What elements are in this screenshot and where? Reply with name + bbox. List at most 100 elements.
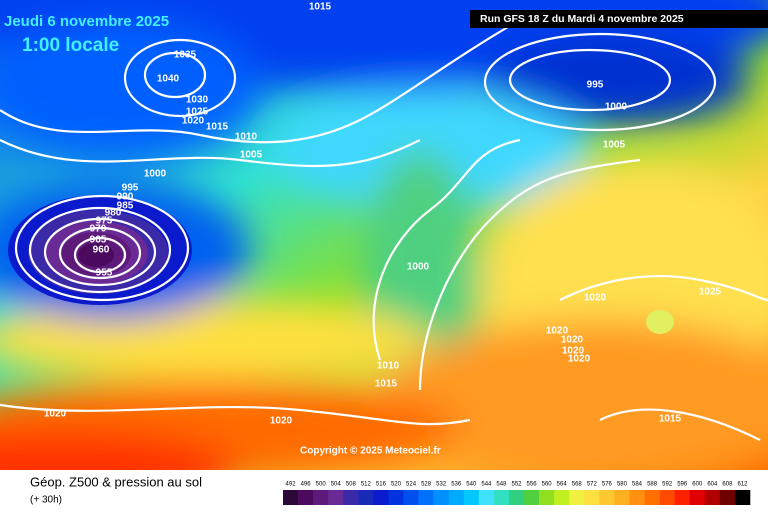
- isobar-label: 1020: [270, 416, 293, 427]
- colorbar-label: 504: [331, 482, 342, 488]
- colorbar-bin: [283, 490, 299, 505]
- colorbar-bin: [674, 490, 691, 505]
- colorbar-bin: [599, 490, 615, 505]
- colorbar-bin: [704, 490, 721, 505]
- isobar-label: 1010: [235, 132, 258, 143]
- colorbar-bin: [358, 490, 374, 505]
- colorbar-bin: [524, 490, 540, 505]
- run-info: Run GFS 18 Z du Mardi 4 novembre 2025: [480, 13, 684, 25]
- colorbar-label: 500: [316, 482, 327, 488]
- isobar-label: 1015: [659, 414, 682, 425]
- colorbar-label: 532: [436, 482, 447, 488]
- isobar-label: 990: [117, 192, 134, 203]
- isobar-label: 1020: [561, 335, 584, 346]
- colorbar-bin: [554, 490, 570, 505]
- colorbar-label: 564: [557, 482, 568, 488]
- colorbar-bin: [614, 490, 630, 505]
- forecast-date: Jeudi 6 novembre 2025: [4, 13, 169, 30]
- colorbar-bin: [478, 490, 495, 505]
- forecast-time: 1:00 locale: [22, 35, 119, 56]
- colorbar-bin: [373, 490, 389, 505]
- colorbar-bin: [313, 490, 329, 505]
- colorbar-label: 552: [511, 482, 522, 488]
- colorbar-bin: [584, 490, 600, 505]
- colorbar-label: 608: [722, 482, 733, 488]
- isobars: [0, 19, 768, 441]
- isobar-label: 1010: [377, 361, 400, 372]
- isobar-label: 1015: [206, 122, 229, 133]
- colorbar-bin: [734, 490, 751, 505]
- colorbar-bin: [403, 490, 419, 505]
- isobar-label: 1000: [144, 169, 167, 180]
- colorbar-bin: [493, 490, 510, 505]
- isobar-label: 1015: [375, 379, 398, 390]
- colorbar-bin: [298, 490, 314, 505]
- colorbar: 492 496 500 504 508 512 516 520 524 528 532 536 540 5…: [283, 482, 751, 505]
- colorbar-bin: [629, 490, 645, 505]
- isobar-label: 975: [96, 216, 113, 227]
- colorbar-bin: [418, 490, 434, 505]
- isobar-label: 1020: [568, 354, 591, 365]
- isobar-label: 1035: [174, 50, 197, 61]
- colorbar-label: 580: [617, 482, 628, 488]
- colorbar-bin: [463, 490, 480, 505]
- colorbar-label: 556: [527, 482, 538, 488]
- colorbar-bin: [328, 490, 344, 505]
- isobar-label: 955: [96, 268, 113, 279]
- isobar-label: 1040: [157, 74, 180, 85]
- colorbar-bin: [644, 490, 660, 505]
- colorbar-label: 528: [421, 482, 432, 488]
- colorbar-label: 612: [737, 482, 748, 488]
- colorbar-bin: [689, 490, 706, 505]
- isobar-label: 1030: [186, 95, 209, 106]
- colorbar-bin: [539, 490, 555, 505]
- colorbar-label: 584: [632, 482, 643, 488]
- colorbar-label: 572: [587, 482, 598, 488]
- colorbar-label: 600: [692, 482, 703, 488]
- colorbar-bin: [448, 490, 465, 505]
- colorbar-label: 540: [466, 482, 477, 488]
- isobar-label: 1020: [44, 409, 67, 420]
- colorbar-label: 548: [496, 482, 507, 488]
- isobar-label: 1015: [309, 2, 332, 13]
- colorbar-bin: [343, 490, 359, 505]
- run-banner: [470, 10, 768, 28]
- colorbar-bin: [569, 490, 585, 505]
- colorbar-bin: [719, 490, 736, 505]
- legend-lead: (+ 30h): [30, 495, 62, 506]
- isobar-label: 970: [90, 224, 107, 235]
- copyright: Copyright © 2025 Meteociel.fr: [300, 446, 441, 457]
- colorbar-bin: [659, 490, 675, 505]
- colorbar-label: 524: [406, 482, 417, 488]
- isobar-label: 995: [122, 183, 139, 194]
- colorbar-label: 508: [346, 482, 357, 488]
- colorbar-bin: [508, 490, 525, 505]
- colorbar-label: 516: [376, 482, 387, 488]
- colorbar-label: 576: [602, 482, 613, 488]
- isobar-label: 1020: [562, 346, 585, 357]
- isobar-label: 985: [117, 201, 134, 212]
- isobar-label: 1005: [603, 140, 626, 151]
- colorbar-label: 496: [301, 482, 312, 488]
- colorbar-label: 512: [361, 482, 372, 488]
- colorbar-label: 568: [572, 482, 583, 488]
- isobar-label: 1025: [186, 107, 209, 118]
- isobar-label: 1020: [182, 116, 205, 127]
- isobar-label: 995: [587, 80, 604, 91]
- isobar-label: 1000: [605, 102, 628, 113]
- isobar-label: 1020: [546, 326, 569, 337]
- colorbar-bin: [388, 490, 404, 505]
- colorbar-label: 544: [481, 482, 492, 488]
- isobar-label: 1025: [699, 287, 722, 298]
- isobar-label: 960: [93, 245, 110, 256]
- colorbar-label: 588: [647, 482, 658, 488]
- colorbar-label: 492: [286, 482, 297, 488]
- isobar-label: 1020: [584, 293, 607, 304]
- isobar-label: 1005: [240, 150, 263, 161]
- colorbar-label: 520: [391, 482, 402, 488]
- isobar-labels: 1015103510401030102510201015101010051000…: [44, 2, 722, 427]
- colorbar-label: 536: [451, 482, 462, 488]
